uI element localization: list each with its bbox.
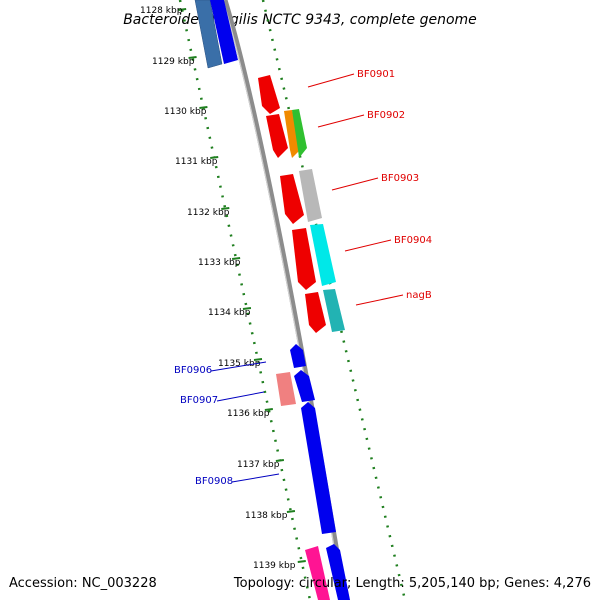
gene-arrow-teal-top[interactable]: [194, 0, 223, 69]
leader-bf0906: [210, 361, 267, 372]
leader-bf0902: [317, 114, 365, 128]
tick-mark-7: [253, 358, 263, 361]
tick-label-1139: 1139 kbp: [253, 561, 296, 571]
tick-labels: 1128 kbp 1129 kbp 1130 kbp 1131 kbp 1132…: [140, 6, 296, 571]
leader-nagb: [355, 294, 404, 306]
tick-label-1130: 1130 kbp: [164, 107, 207, 117]
tick-label-1129: 1129 kbp: [152, 57, 195, 67]
tick-mark-4: [221, 207, 230, 210]
leader-bf0907: [216, 391, 265, 402]
ruler-inner: [178, 0, 312, 600]
tick-label-1137: 1137 kbp: [237, 460, 280, 470]
tick-mark-0: [178, 8, 187, 11]
tick-mark-8: [264, 408, 273, 411]
tick-label-1133: 1133 kbp: [198, 258, 241, 268]
gene-label-bf0904[interactable]: BF0904: [394, 235, 432, 246]
gene-label-bf0903[interactable]: BF0903: [381, 173, 419, 184]
gene-arrow-blue-top[interactable]: [210, 0, 238, 64]
tick-label-1131: 1131 kbp: [175, 157, 218, 167]
tick-label-1135: 1135 kbp: [218, 359, 261, 369]
gene-bf0903[interactable]: [280, 174, 304, 224]
tick-label-1132: 1132 kbp: [187, 208, 230, 218]
tick-mark-5: [231, 257, 241, 260]
gene-blue-bottom[interactable]: [326, 544, 350, 600]
leader-bf0904: [344, 239, 392, 252]
tick-label-1134: 1134 kbp: [208, 308, 251, 318]
gene-label-bf0902[interactable]: BF0902: [367, 110, 405, 121]
topology-text: Topology: circular; Length: 5,205,140 bp…: [233, 576, 591, 591]
tick-mark-11: [297, 560, 306, 563]
gene-teal[interactable]: [323, 289, 345, 332]
gene-blue-small[interactable]: [290, 344, 306, 368]
gene-grey[interactable]: [299, 169, 322, 222]
tick-mark-3: [210, 156, 219, 159]
tick-mark-1: [188, 56, 197, 59]
gene-bf0904[interactable]: [292, 228, 316, 290]
gene-blue-mid[interactable]: [294, 370, 315, 402]
gene-label-bf0908[interactable]: BF0908: [195, 476, 233, 487]
tick-mark-9: [275, 459, 285, 462]
gene-nagb[interactable]: [305, 292, 326, 333]
gene-bf0901[interactable]: [258, 75, 280, 114]
tick-marks: [178, 8, 306, 563]
leader-bf0903: [331, 177, 379, 191]
gene-green[interactable]: [292, 109, 307, 158]
leader-bf0908: [231, 473, 280, 483]
gene-bf0902[interactable]: [266, 114, 288, 158]
gene-orange[interactable]: [284, 110, 300, 158]
tick-label-1136: 1136 kbp: [227, 409, 270, 419]
gene-label-nagb[interactable]: nagB: [406, 290, 432, 301]
gene-pink-bottom[interactable]: [305, 546, 330, 600]
tick-mark-10: [286, 510, 296, 513]
gene-bf0908[interactable]: [301, 402, 336, 534]
gene-label-bf0907[interactable]: BF0907: [180, 395, 218, 406]
leader-bf0901: [307, 73, 355, 88]
gene-label-bf0901[interactable]: BF0901: [357, 69, 395, 80]
tick-label-1138: 1138 kbp: [245, 511, 288, 521]
tick-label-1128: 1128 kbp: [140, 6, 183, 16]
gene-label-bf0906[interactable]: BF0906: [174, 365, 212, 376]
tick-mark-6: [242, 307, 252, 310]
gene-bf0907[interactable]: [276, 372, 296, 406]
gene-cyan[interactable]: [310, 224, 336, 286]
accession-text: Accession: NC_003228: [9, 576, 157, 591]
tick-mark-2: [199, 106, 208, 109]
